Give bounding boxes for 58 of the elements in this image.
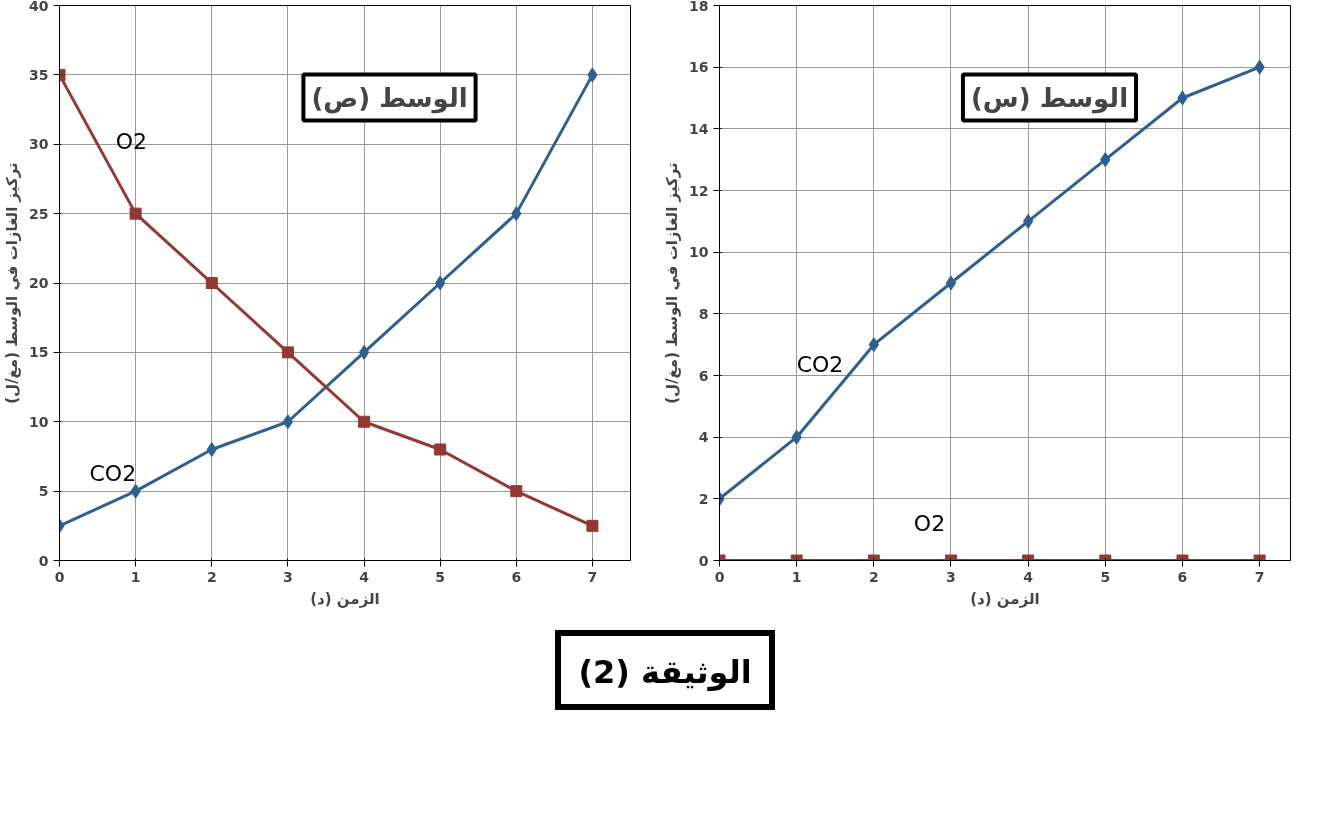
y-tick-label: 16 [689, 59, 709, 76]
x-tick-label: 3 [283, 568, 293, 585]
x-tick-label: 6 [1177, 568, 1188, 585]
x-tick-label: 6 [511, 568, 522, 585]
y-tick-label: 0 [698, 552, 709, 569]
series-label: O2 [913, 510, 946, 536]
point [358, 415, 371, 428]
y-tick-label: 6 [698, 367, 709, 384]
point [282, 414, 294, 430]
x-tick-label: 3 [946, 568, 956, 585]
x-tick-label: 1 [130, 568, 141, 585]
x-tick-label: 7 [1254, 568, 1265, 585]
y-tick-label: 0 [38, 552, 49, 569]
x-tick-label: 4 [1023, 568, 1034, 585]
y-tick-label: 40 [29, 0, 49, 14]
y-tick-label: 35 [29, 66, 49, 83]
x-axis-title: الزمن (د) [970, 589, 1040, 608]
x-tick-label: 5 [435, 568, 446, 585]
y-tick-label: 2 [698, 490, 709, 507]
x-tick-label: 7 [587, 568, 598, 585]
y-tick-label: 12 [689, 182, 709, 199]
text: الوسط (س) [970, 82, 1129, 114]
y-tick-label: 20 [29, 275, 49, 291]
x-tick-label: 4 [359, 568, 370, 585]
y-axis-title: تركيز الغازات في الوسط (مغ/ل) [3, 162, 22, 404]
y-tick-label: 8 [698, 305, 709, 322]
y-tick-label: 25 [29, 205, 49, 222]
text: الوسط (ص) [311, 82, 468, 114]
series-label: CO2 [89, 460, 137, 486]
y-tick-label: 15 [29, 344, 49, 361]
point [281, 346, 294, 359]
x-tick-label: 5 [1100, 568, 1111, 585]
x-tick-label: 0 [714, 568, 725, 585]
y-axis-title: تركيز الغازات في الوسط (مغ/ل) [663, 162, 682, 404]
x-tick-label: 1 [791, 568, 802, 585]
x-axis-title: الزمن (د) [310, 589, 380, 608]
point [129, 207, 142, 220]
point [510, 485, 523, 498]
x-tick-label: 2 [868, 568, 879, 585]
y-tick-label: 10 [689, 244, 709, 261]
y-tick-label: 30 [29, 136, 49, 153]
point [586, 519, 599, 532]
x-tick-label: 2 [206, 568, 217, 585]
series-label: O2 [115, 128, 147, 154]
point [358, 344, 370, 360]
point [1022, 213, 1034, 229]
y-tick-label: 14 [689, 120, 709, 137]
y-tick-label: 18 [689, 0, 709, 14]
y-tick-label: 4 [698, 429, 709, 446]
point [434, 443, 447, 456]
x-tick-label: 0 [54, 568, 65, 585]
point [205, 277, 218, 289]
y-tick-label: 5 [38, 483, 49, 500]
y-tick-label: 10 [29, 413, 49, 430]
series-label: CO2 [796, 352, 844, 378]
text: الوثيقة (2) [578, 652, 752, 693]
point [945, 275, 957, 291]
point [206, 442, 217, 457]
